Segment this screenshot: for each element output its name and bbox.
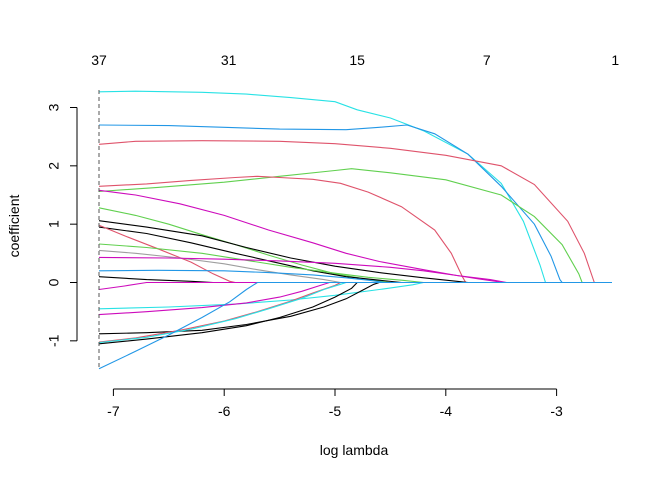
top-axis-label: 15 [349, 52, 365, 68]
coefficient-path-22 [98, 281, 612, 344]
x-tick-labels: -7 -6 -5 -4 -3 [107, 403, 563, 419]
coefficient-path-2 [98, 124, 612, 284]
y-tick-marks [70, 107, 77, 342]
top-axis-label: 7 [483, 52, 491, 68]
coefficient-path-13 [98, 256, 612, 284]
coefficient-path-11 [98, 243, 612, 284]
coefficient-path-6 [98, 189, 612, 284]
x-tick-label: -7 [107, 403, 120, 419]
y-tick-label: 1 [46, 220, 62, 228]
top-axis-labels: 37 31 15 7 1 [91, 52, 619, 68]
coefficient-path-20 [98, 281, 612, 343]
axis-layer: -7 -6 -5 -4 -3 -1 0 1 2 3 37 31 15 7 1 [46, 52, 620, 419]
y-axis-title: coefficient [6, 194, 22, 257]
coefficient-path-14 [98, 269, 612, 284]
y-tick-label: -1 [46, 334, 62, 347]
x-tick-label: -4 [440, 403, 453, 419]
coefficient-path-1 [98, 90, 612, 284]
x-tick-marks [112, 389, 558, 396]
top-axis-label: 1 [611, 52, 619, 68]
y-tick-label: 3 [46, 103, 62, 111]
coefficient-path-8 [98, 220, 612, 284]
y-tick-labels: -1 0 1 2 3 [46, 103, 62, 347]
coefficient-path-12 [98, 249, 612, 284]
y-tick-label: 0 [46, 278, 62, 286]
coefficient-path-23 [98, 281, 612, 370]
coefficient-path-9 [98, 226, 612, 284]
coefficient-path-18 [98, 281, 612, 316]
coefficient-path-5 [98, 175, 612, 284]
top-axis-label: 37 [91, 52, 107, 68]
coefficient-path-3 [98, 140, 612, 284]
series-layer [98, 90, 612, 370]
coefficient-path-21 [98, 281, 612, 345]
x-tick-label: -6 [218, 403, 231, 419]
coefficient-path-7 [98, 207, 612, 284]
top-axis-label: 31 [221, 52, 237, 68]
y-tick-label: 2 [46, 162, 62, 170]
coefficient-path-17 [98, 281, 612, 310]
x-tick-label: -3 [550, 403, 563, 419]
x-tick-label: -5 [329, 403, 342, 419]
coefficient-path-4 [98, 168, 612, 284]
x-axis-title: log lambda [320, 442, 389, 458]
